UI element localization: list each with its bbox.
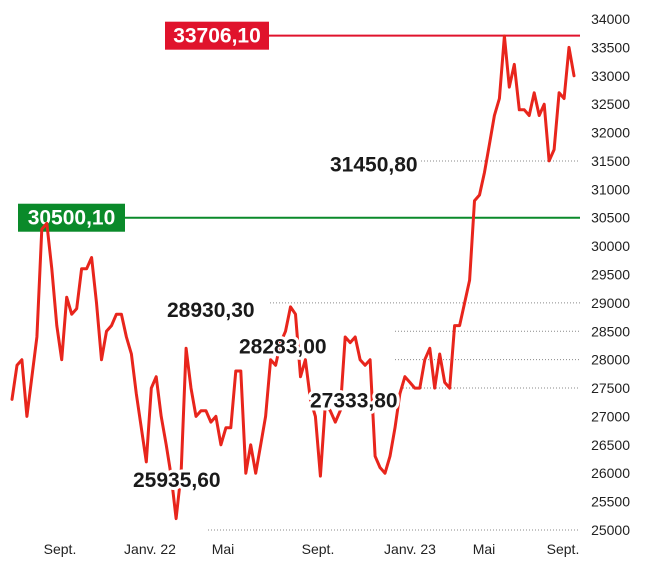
x-tick-label: Mai: [473, 541, 496, 557]
annotation-label: 28283,00: [239, 336, 327, 359]
annotation-label: 25935,60: [133, 469, 221, 492]
y-tick-label: 33000: [591, 68, 630, 84]
annotation-label: 31450,80: [330, 154, 418, 177]
y-tick-label: 32000: [591, 125, 630, 141]
y-tick-label: 26500: [591, 437, 630, 453]
y-tick-label: 29500: [591, 267, 630, 283]
y-tick-label: 28000: [591, 352, 630, 368]
x-tick-label: Sept.: [44, 541, 77, 557]
y-tick-label: 28500: [591, 323, 630, 339]
reference-badge-label: 30500,10: [28, 207, 116, 230]
reference-lines: 33706,10 30500,10: [18, 21, 580, 232]
y-tick-label: 31000: [591, 181, 630, 197]
y-tick-label: 32500: [591, 96, 630, 112]
y-axis-ticks: 25000 25500 26000 26500 27000 27500 28000 28500…: [591, 11, 630, 538]
x-axis-ticks: Sept. Janv. 22 Mai Sept. Janv. 23 Mai Sept.: [44, 541, 580, 557]
y-tick-label: 26000: [591, 465, 630, 481]
reference-badge: [18, 203, 125, 232]
series-layer: [10, 34, 576, 521]
x-tick-label: Janv. 22: [124, 541, 176, 557]
y-tick-label: 30000: [591, 238, 630, 254]
x-tick-label: Sept.: [547, 541, 580, 557]
y-tick-label: 25000: [591, 522, 630, 538]
x-tick-label: Janv. 23: [384, 541, 436, 557]
reference-badge: [165, 21, 269, 50]
y-tick-label: 31500: [591, 153, 630, 169]
reference-badge-label: 33706,10: [173, 25, 261, 48]
y-tick-label: 29000: [591, 295, 630, 311]
y-tick-label: 27000: [591, 408, 630, 424]
y-tick-label: 34000: [591, 11, 630, 27]
x-tick-label: Sept.: [302, 541, 335, 557]
y-tick-label: 25500: [591, 494, 630, 510]
y-tick-label: 30500: [591, 210, 630, 226]
annotation-label: 28930,30: [167, 299, 255, 322]
series-line: [10, 34, 576, 521]
y-tick-label: 27500: [591, 380, 630, 396]
annotations-layer: 31450,80 28930,30 28283,00 27333,80 25935,60: [130, 151, 421, 495]
x-tick-label: Mai: [212, 541, 235, 557]
annotation-label: 27333,80: [310, 389, 398, 412]
y-tick-label: 33500: [591, 39, 630, 55]
